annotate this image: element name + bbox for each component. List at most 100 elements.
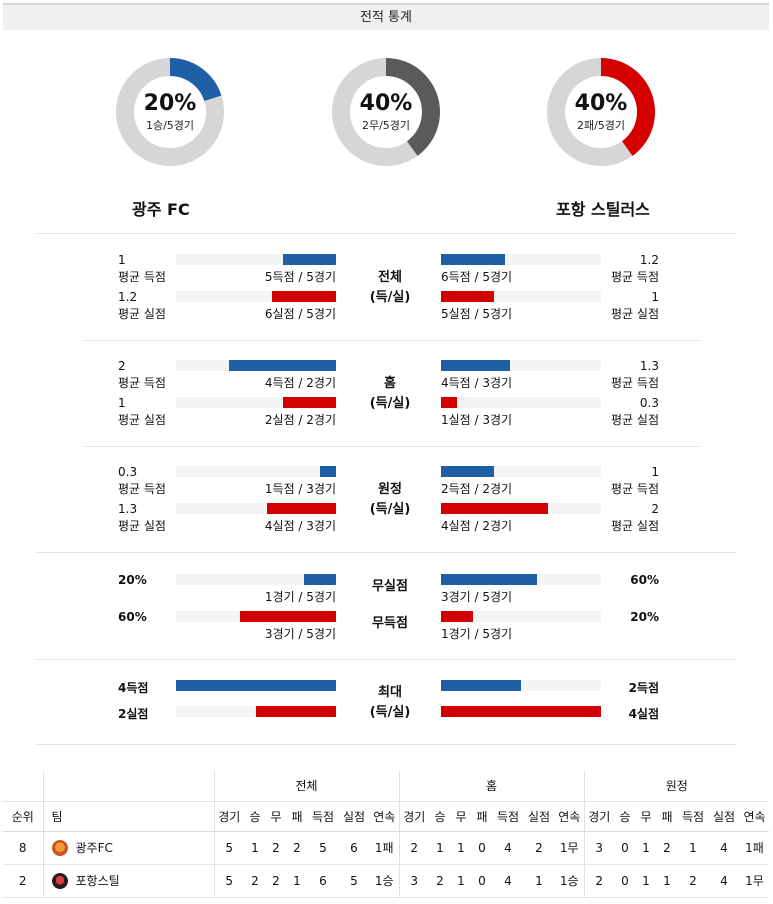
detail-text: 4실점 / 2경기 [441,519,513,533]
team-name: 포항스틸 [75,874,120,888]
bar-away-left-scored [320,466,336,477]
section-label: 홈 (득/실) [350,374,430,414]
donut-arc-loss [547,58,655,166]
col-games: 경기 [213,801,244,832]
stat-cell: 5 [213,864,244,898]
stat-cell: 1 [429,831,451,865]
max-scored: 2득점 [628,681,659,695]
stat-cell: 2 [266,864,286,898]
stat-cell: 1 [636,864,656,898]
col-team: 팀 [42,801,214,832]
bar-track [441,360,601,371]
avg-conceded-value: 1.2 [118,290,138,304]
avg-scored-value: 0.3 [118,465,138,479]
avg-scored-value: 1 [118,253,126,267]
gwangju-crest-icon [51,839,68,856]
section-label: 전체 (득/실) [350,268,430,308]
avg-scored-value: 1 [651,465,659,479]
rank-cell: 2 [3,864,43,898]
streak-cell: 1무 [740,864,769,898]
label-no-score: 무득점 [372,616,408,631]
group-home: 홈 [398,771,584,802]
bar-track [176,466,336,477]
label-line2: (득/실) [369,705,411,720]
bar-max-right-conceded [441,706,601,717]
col-losses: 패 [471,801,493,832]
table-row: 8 광주FC 5 1 2 2 5 6 1패 2 1 1 0 4 2 1무 3 0 1 2 1 4 1패 [3,831,769,865]
donut-percent: 40% [574,91,628,116]
donut-subtitle: 1승/5경기 [145,119,195,132]
col-scored: 득점 [308,801,338,832]
stat-cell: 2 [656,831,678,865]
bar-track [441,611,601,622]
bar-total-right-conceded [441,291,494,302]
team-cell[interactable]: 광주FC [42,831,214,865]
bar-track [176,254,336,265]
streak-cell: 1무 [555,831,584,865]
label-line2: (득/실) [369,290,411,305]
label-line2: (득/실) [369,396,411,411]
team-right-name: 포항 스틸러스 [556,200,650,219]
avg-conceded-label: 평균 실점 [118,307,166,321]
bar-away-right-scored [441,466,494,477]
col-losses: 패 [286,801,308,832]
avg-scored-label: 평균 득점 [611,376,659,390]
stat-cell: 1 [636,831,656,865]
col-conceded: 실점 [338,801,370,832]
section-label: 최대 (득/실) [350,683,430,723]
col-wins: 승 [429,801,451,832]
stat-cell: 2 [678,864,708,898]
label-line1: 최대 [378,685,402,700]
avg-scored-label: 평균 득점 [118,270,166,284]
detail-text: 2득점 / 2경기 [441,482,513,496]
avg-conceded-value: 1.3 [118,502,138,516]
bar-home-left-scored [229,360,336,371]
label-line1: 홈 [384,376,396,391]
divider [84,446,700,447]
donut-arc-draw [332,58,440,166]
col-losses: 패 [656,801,678,832]
detail-text: 5실점 / 5경기 [441,307,513,321]
stat-cell: 1 [523,864,555,898]
rank-cell: 8 [3,831,43,865]
bar-away-left-conceded [267,503,336,514]
loss-rate-donut: 40% 2패/5경기 [546,57,656,167]
bar-max-right-scored [441,680,521,691]
stat-cell: 5 [338,864,370,898]
stat-cell: 2 [266,831,286,865]
detail-text: 1득점 / 3경기 [264,482,336,496]
bar-home-left-conceded [283,397,336,408]
stat-cell: 3 [398,864,429,898]
bar-max-left-scored [176,680,336,691]
avg-conceded-label: 평균 실점 [118,519,166,533]
detail-text: 4득점 / 3경기 [441,376,513,390]
stat-cell: 4 [493,831,523,865]
stat-cell: 2 [523,831,555,865]
col-wins: 승 [244,801,266,832]
stat-cell: 1 [286,864,308,898]
bar-max-left-conceded [256,706,336,717]
streak-cell: 1승 [555,864,584,898]
col-draws: 무 [451,801,471,832]
col-streak: 연속 [740,801,769,832]
detail-text: 1경기 / 5경기 [264,590,336,604]
detail-text: 1실점 / 3경기 [441,413,513,427]
avg-scored-value: 2 [118,359,126,373]
bar-track [441,466,601,477]
bar-right-noscore [441,611,473,622]
streak-cell: 1패 [370,831,399,865]
team-left-name: 광주 FC [132,200,190,219]
stat-cell: 6 [308,864,338,898]
stat-cell: 3 [583,831,614,865]
bar-track [176,291,336,302]
max-scored: 4득점 [118,681,149,695]
col-conceded: 실점 [708,801,740,832]
col-rank: 순위 [3,801,43,832]
avg-scored-value: 1.2 [639,253,659,267]
team-cell[interactable]: 포항스틸 [42,864,214,898]
col-conceded: 실점 [523,801,555,832]
max-conceded: 4실점 [628,707,659,721]
bar-total-left-scored [283,254,336,265]
bar-track [176,397,336,408]
col-scored: 득점 [678,801,708,832]
